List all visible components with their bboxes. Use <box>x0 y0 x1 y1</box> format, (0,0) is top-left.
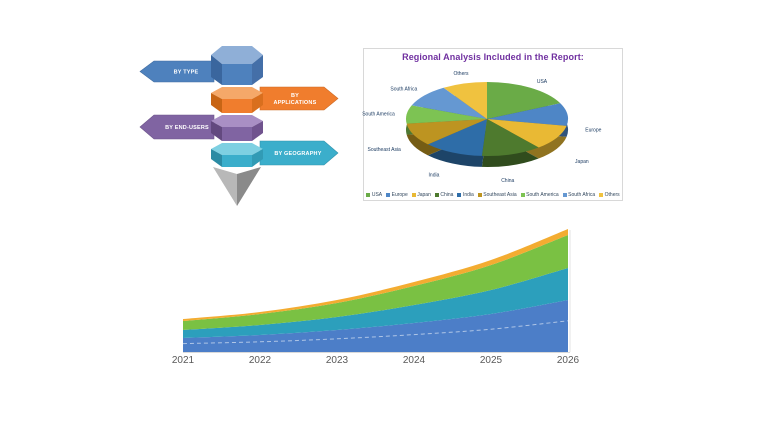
pie-label-usa: USA <box>537 79 548 85</box>
legend-swatch-japan <box>411 193 416 197</box>
legend-swatch-europe <box>386 193 391 197</box>
legend-item-usa: USA <box>366 192 382 198</box>
regional-pie-chart: USA Europe Japan China India Southeast Asia So… <box>362 71 601 184</box>
pencil-segment-2-left <box>211 93 222 113</box>
pie-slice-usa <box>487 82 561 119</box>
pencil-tip-left <box>213 167 237 206</box>
pie-slice-china <box>481 119 539 156</box>
pencil-segment-4-left <box>211 149 222 167</box>
legend-label-southeast-asia: Southeast Asia <box>483 192 517 198</box>
legend-label-india: India <box>462 192 474 198</box>
pie-label-china: China <box>501 178 514 184</box>
pencil-segment-3-front <box>222 127 252 141</box>
x-axis-label-2022: 2022 <box>248 355 272 366</box>
pie-label-others: Others <box>454 71 470 77</box>
area-band-3 <box>183 235 568 330</box>
legend-item-china: China <box>434 192 454 198</box>
legend-swatch-south-africa <box>562 193 567 197</box>
pie-label-japan: Japan <box>575 159 589 165</box>
legend-swatch-usa <box>366 193 371 197</box>
pie-slice-southeast-asia <box>406 119 487 145</box>
pencil-segment-3-left <box>211 121 222 141</box>
x-axis-label-2025: 2025 <box>479 355 503 366</box>
legend-item-europe: Europe <box>386 192 408 198</box>
pie-chart-title: Regional Analysis Included in the Report… <box>402 52 584 62</box>
pie-slice-europe <box>487 103 568 126</box>
legend-item-south-africa: South Africa <box>562 192 596 198</box>
legend-label-usa: USA <box>371 192 383 198</box>
legend-label-others: Others <box>604 192 620 198</box>
x-axis-label-2026: 2026 <box>556 355 580 366</box>
legend-item-japan: Japan <box>411 192 431 198</box>
area-band-1 <box>183 300 568 352</box>
legend-label-europe: Europe <box>391 192 408 198</box>
legend-swatch-china <box>434 193 439 197</box>
pencil-arrow-label-by-end-users: BY END-USERS <box>165 125 209 131</box>
legend-item-south-america: South America <box>520 192 559 198</box>
legend-label-china: China <box>440 192 454 198</box>
pencil-segment-4-front <box>222 155 252 167</box>
dashed-guide-line <box>182 320 569 345</box>
pencil-segment-2-front <box>222 99 252 113</box>
pie-slice-south-america <box>406 105 487 124</box>
pencil-segment-3-top <box>211 115 263 127</box>
pencil-segment-1-front <box>222 64 252 85</box>
pie-slice-others <box>443 82 487 119</box>
pencil-arrow-label-by-geography: BY GEOGRAPHY <box>274 151 321 157</box>
pencil-segment-4-top <box>211 143 263 155</box>
regional-analysis-panel: Regional Analysis Included in the Report… <box>362 48 623 201</box>
pie-slice-japan <box>487 119 567 148</box>
pencil-segment-2-right <box>252 93 263 113</box>
legend-label-japan: Japan <box>417 192 431 198</box>
pencil-segment-1-top <box>211 46 263 64</box>
pencil-segment-1-left <box>211 55 222 85</box>
legend-item-southeast-asia: Southeast Asia <box>477 192 517 198</box>
pie-label-southeast-asia: Southeast Asia <box>367 147 401 153</box>
pencil-arrow-label-by-applications: APPLICATIONS <box>274 100 317 106</box>
legend-swatch-south-america <box>520 193 525 197</box>
pie-label-europe: Europe <box>585 127 601 133</box>
pie-label-south-america: South America <box>362 111 395 117</box>
area-band-2 <box>183 268 568 338</box>
legend-swatch-india <box>457 193 462 197</box>
pie-slice-india <box>427 119 487 156</box>
legend-label-south-africa: South Africa <box>568 192 596 198</box>
pencil-segment-2-top <box>211 87 263 99</box>
pencil-arrow-label-by-applications: BY <box>291 93 299 99</box>
pie-legend: USA Europe Japan China India Southeast Asia So… <box>364 192 622 198</box>
x-axis-label-2023: 2023 <box>325 355 349 366</box>
pencil-segment-1-right <box>252 55 263 85</box>
pencil-segment-4-right <box>252 149 263 167</box>
pie-label-india: India <box>429 173 440 179</box>
pencil-tip-right <box>237 167 261 206</box>
x-axis-label-2024: 2024 <box>402 355 426 366</box>
pencil-segment-3-right <box>252 121 263 141</box>
legend-item-others: Others <box>599 192 620 198</box>
pie-slice-south-africa <box>411 87 487 119</box>
legend-swatch-others <box>599 193 604 197</box>
pencil-arrow-label-by-type: BY TYPE <box>174 70 199 76</box>
pie-label-south-africa: South Africa <box>390 86 417 92</box>
legend-swatch-southeast-asia <box>477 193 482 197</box>
legend-item-india: India <box>457 192 474 198</box>
legend-label-south-america: South America <box>526 192 559 198</box>
x-axis-label-2021: 2021 <box>171 355 195 366</box>
